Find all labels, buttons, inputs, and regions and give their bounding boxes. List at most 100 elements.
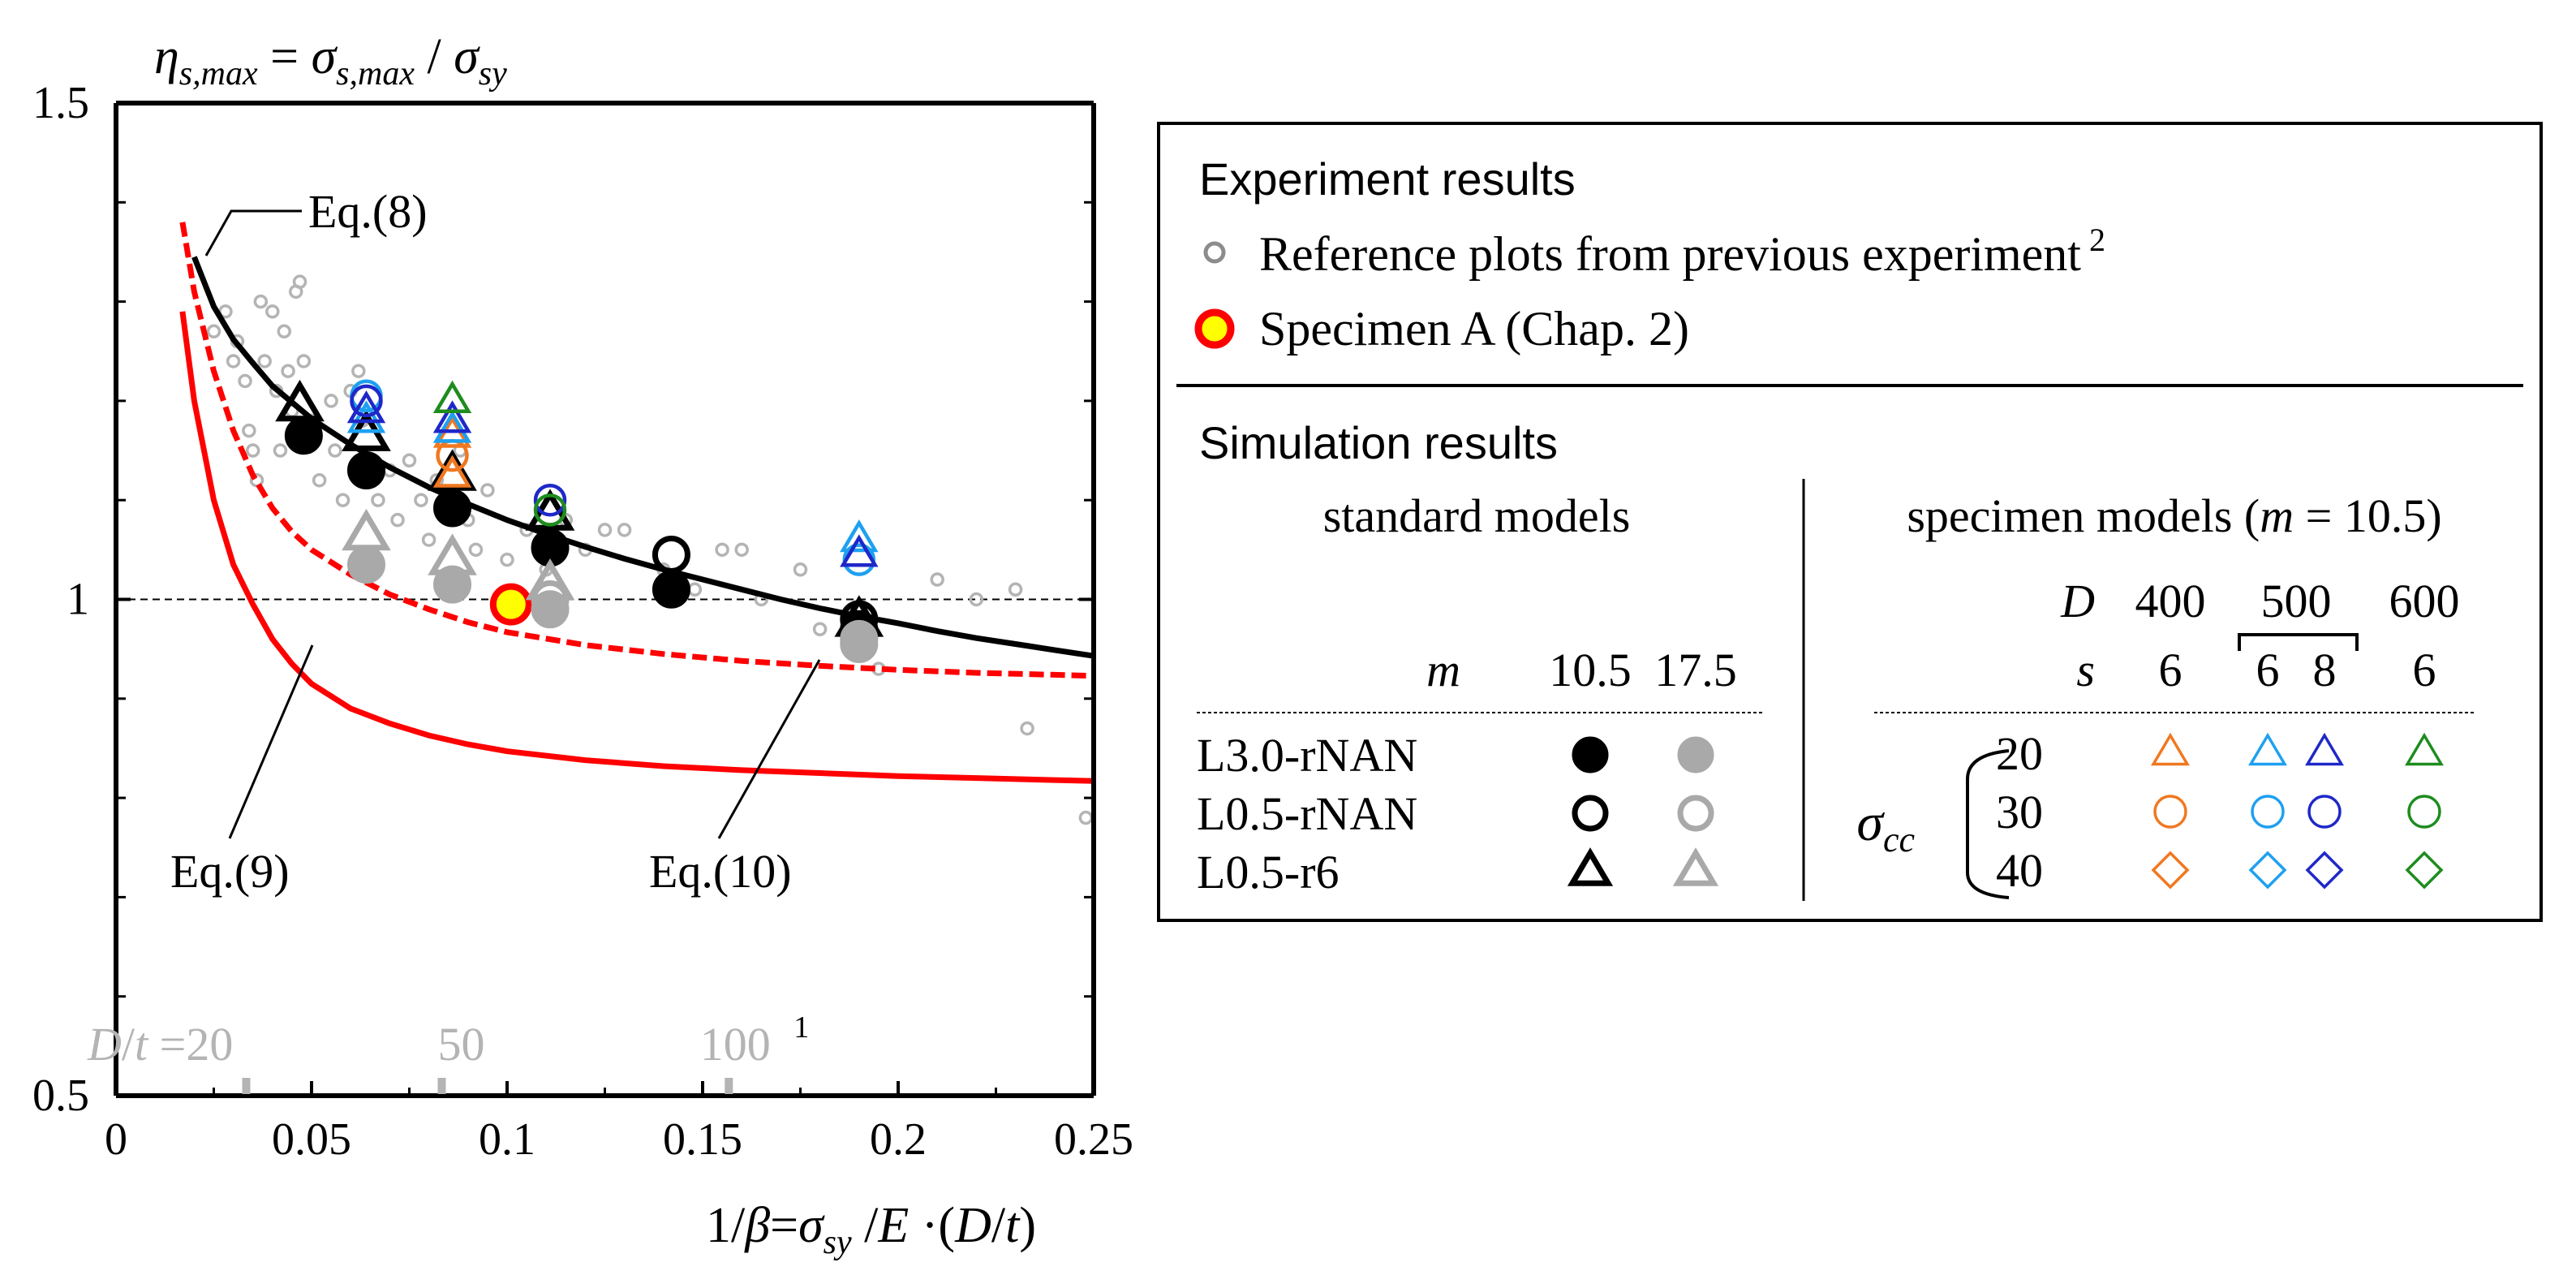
legend-specimen-label: Specimen A (Chap. 2)	[1259, 302, 1689, 355]
legend-s-value: 8	[2313, 644, 2337, 696]
legend-specimen-marker	[2151, 851, 2190, 890]
legend-std-marker-m175	[1677, 795, 1714, 832]
reference-point	[328, 443, 342, 458]
legend-D-label: D	[2060, 575, 2095, 627]
xl-a: 1/	[706, 1198, 746, 1253]
series-l3-0-rnan-m-10-5-point	[433, 489, 472, 528]
xl-slash: /	[852, 1198, 879, 1253]
legend-specimen-marker	[2407, 795, 2441, 829]
curve-eq9	[179, 311, 1094, 784]
legend-reference-text: Reference plots from previous experiment	[1259, 227, 2081, 281]
legend-specimen-marker	[2305, 851, 2344, 890]
xl-D: D	[954, 1198, 991, 1253]
reference-point	[597, 523, 613, 537]
reference-point	[273, 443, 288, 458]
xl-dot: ·(	[909, 1198, 955, 1253]
y-tick-label: 0.5	[32, 1071, 89, 1121]
legend-sigma-value: 40	[1996, 844, 2043, 897]
reference-point	[324, 394, 338, 408]
dt-label-t: t	[135, 1018, 149, 1071]
series-d500-s8-point	[533, 483, 567, 517]
reference-point	[257, 354, 272, 368]
legend-reference-sup: 2	[2081, 222, 2105, 258]
reference-point	[335, 493, 350, 507]
legend-reference-marker	[1203, 241, 1226, 264]
legend-sigma-value: 30	[1996, 786, 2043, 838]
legend-specimen-models-title: specimen models (m = 10.5)	[1907, 489, 2441, 542]
title-sigma2-sub: sy	[479, 55, 507, 93]
series-l0-5-r6-m-17-5-point	[342, 508, 391, 551]
legend-s-value: 6	[2159, 644, 2183, 696]
reference-point	[296, 354, 312, 368]
reference-point	[206, 324, 221, 339]
title-eta-sub: s,max	[179, 55, 258, 93]
xl-beta: β	[744, 1198, 770, 1253]
legend-std-marker-m175	[1672, 847, 1719, 886]
eq9-label: Eq.(9)	[170, 845, 290, 898]
title-eta: η	[154, 29, 179, 84]
eq8-label: Eq.(8)	[308, 185, 428, 238]
plot-area: 0 0.05 0.1 0.15 0.2 0.250.511.5D/t =20 50 100 1E…	[32, 29, 1133, 1261]
eq10-leader	[717, 659, 821, 839]
legend-model-row-label: L0.5-r6	[1197, 846, 1340, 898]
title-sigma1: σ	[312, 29, 338, 84]
xl-sigma: σ	[798, 1198, 825, 1253]
legend-model-row-label: L3.0-rNAN	[1197, 729, 1417, 782]
xl-sigma-sub: sy	[824, 1224, 852, 1261]
reference-point	[390, 512, 405, 528]
reference-point	[292, 274, 307, 289]
series-l0-5-r6-m-10-5-point	[428, 449, 477, 491]
dt-label-20: D/t =20	[87, 1018, 233, 1071]
reference-point	[421, 532, 437, 547]
series-d600-s6-point	[432, 380, 472, 413]
legend-experiment-title: Experiment results	[1199, 153, 1576, 205]
legend-specimen-marker	[2248, 851, 2287, 890]
eq9-leader	[228, 644, 314, 839]
x-tick-label: 0.15	[663, 1114, 742, 1165]
xl-eq: =	[770, 1198, 798, 1253]
series-d500-s8-point	[346, 390, 386, 424]
series-d500-s6-point	[840, 519, 879, 553]
chart-title: ηs,max = σs,max / σsy	[154, 29, 507, 93]
dt-label-50: 50	[438, 1018, 485, 1071]
dt-label-eq: =20	[148, 1018, 233, 1071]
series-l0-5-rnan-m-17-5-point	[840, 625, 879, 664]
reference-point	[617, 523, 632, 537]
reference-point	[253, 294, 269, 309]
series-l3-0-rnan-m-10-5-point	[284, 416, 323, 455]
series-l3-0-rnan-m-10-5-point	[652, 570, 690, 609]
reference-point	[1008, 582, 1023, 597]
series-d500-s8-point	[840, 534, 879, 567]
legend-box	[1157, 122, 2543, 922]
curve-eq8	[191, 256, 1094, 659]
legend-specimen-marker	[2251, 795, 2285, 829]
legend-sigma-value: 20	[1996, 727, 2043, 780]
reference-point	[687, 582, 703, 597]
series-l0-5-r6-m-17-5-point	[428, 533, 477, 575]
series-d600-s6-point	[533, 493, 567, 527]
y-tick-label: 1	[67, 575, 89, 625]
series-l3-0-rnan-m-10-5-point	[346, 451, 385, 490]
legend-m-italic: m	[1426, 644, 1460, 696]
legend-s-value: 6	[2413, 644, 2436, 696]
legend-specimen-marker	[2153, 795, 2187, 829]
reference-point	[351, 364, 366, 378]
series-d400-s6-point	[432, 455, 472, 488]
title-eq: =	[258, 29, 312, 84]
legend-reference-label: Reference plots from previous experiment…	[1259, 222, 2105, 281]
x-tick-label: 0	[105, 1114, 127, 1165]
legend-std-marker-m105	[1572, 736, 1609, 773]
legend-std-marker-m105	[1572, 795, 1609, 832]
y-tick-label: 1.5	[32, 78, 89, 128]
series-l3-0-rnan-m-17-5-point	[346, 545, 385, 584]
reference-point	[1078, 810, 1094, 825]
legend-smt-post: = 10.5)	[2294, 489, 2442, 542]
reference-point	[812, 622, 828, 636]
series-d500-s6-point	[432, 410, 472, 443]
reference-point	[265, 304, 280, 319]
eq8-leader	[204, 209, 302, 256]
legend-D-value: 400	[2135, 575, 2206, 627]
x-axis-label: 1/β=σsy /E ·(D/t)	[706, 1198, 1036, 1261]
reference-point	[715, 542, 729, 558]
